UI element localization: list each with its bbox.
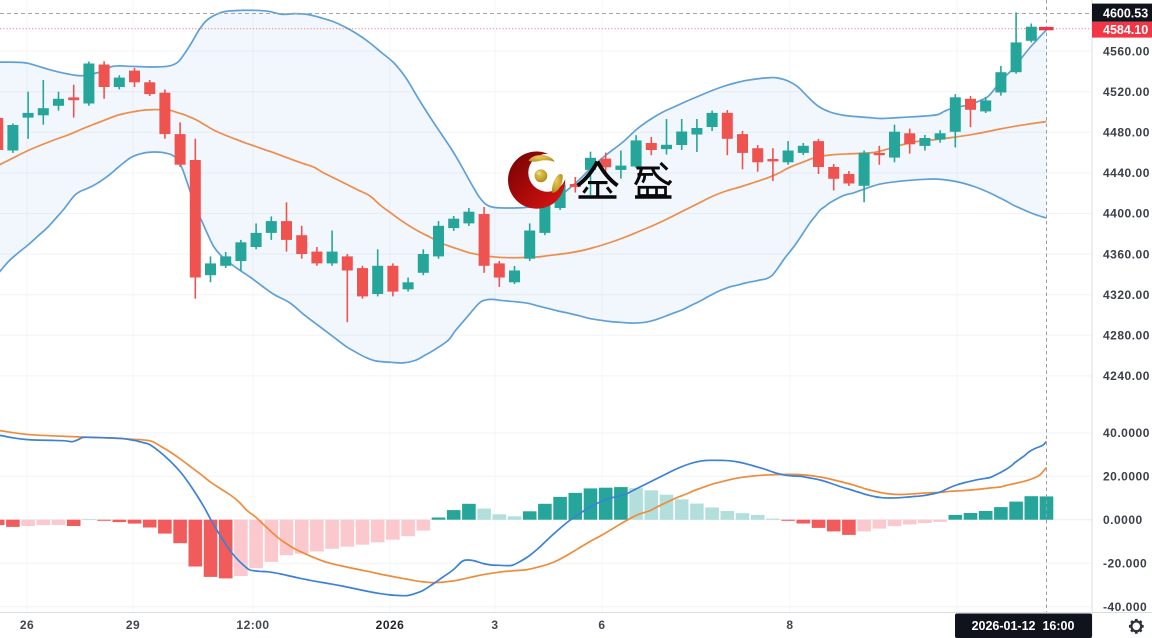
- svg-text:4560.00: 4560.00: [1103, 44, 1150, 58]
- svg-text:-40.000: -40.000: [1103, 600, 1147, 614]
- svg-text:40.0000: 40.0000: [1103, 426, 1150, 440]
- svg-text:4600.53: 4600.53: [1103, 7, 1148, 21]
- svg-text:6: 6: [598, 618, 605, 632]
- svg-text:2026-01-12 16:00: 2026-01-12 16:00: [972, 619, 1075, 633]
- svg-text:29: 29: [126, 618, 140, 632]
- svg-text:12:00: 12:00: [236, 618, 269, 632]
- svg-text:0.0000: 0.0000: [1103, 513, 1143, 527]
- svg-text:4320.00: 4320.00: [1103, 288, 1150, 302]
- svg-text:2026: 2026: [376, 618, 405, 632]
- svg-text:4584.10: 4584.10: [1103, 23, 1148, 37]
- svg-text:4520.00: 4520.00: [1103, 85, 1150, 99]
- svg-text:4360.00: 4360.00: [1103, 247, 1150, 261]
- svg-text:20.0000: 20.0000: [1103, 469, 1150, 483]
- svg-text:26: 26: [20, 618, 34, 632]
- svg-text:8: 8: [786, 618, 793, 632]
- svg-text:4440.00: 4440.00: [1103, 166, 1150, 180]
- svg-text:-20.000: -20.000: [1103, 556, 1147, 570]
- svg-text:3: 3: [491, 618, 498, 632]
- svg-text:4280.00: 4280.00: [1103, 329, 1150, 343]
- svg-text:4480.00: 4480.00: [1103, 126, 1150, 140]
- svg-text:4400.00: 4400.00: [1103, 207, 1150, 221]
- svg-text:4240.00: 4240.00: [1103, 369, 1150, 383]
